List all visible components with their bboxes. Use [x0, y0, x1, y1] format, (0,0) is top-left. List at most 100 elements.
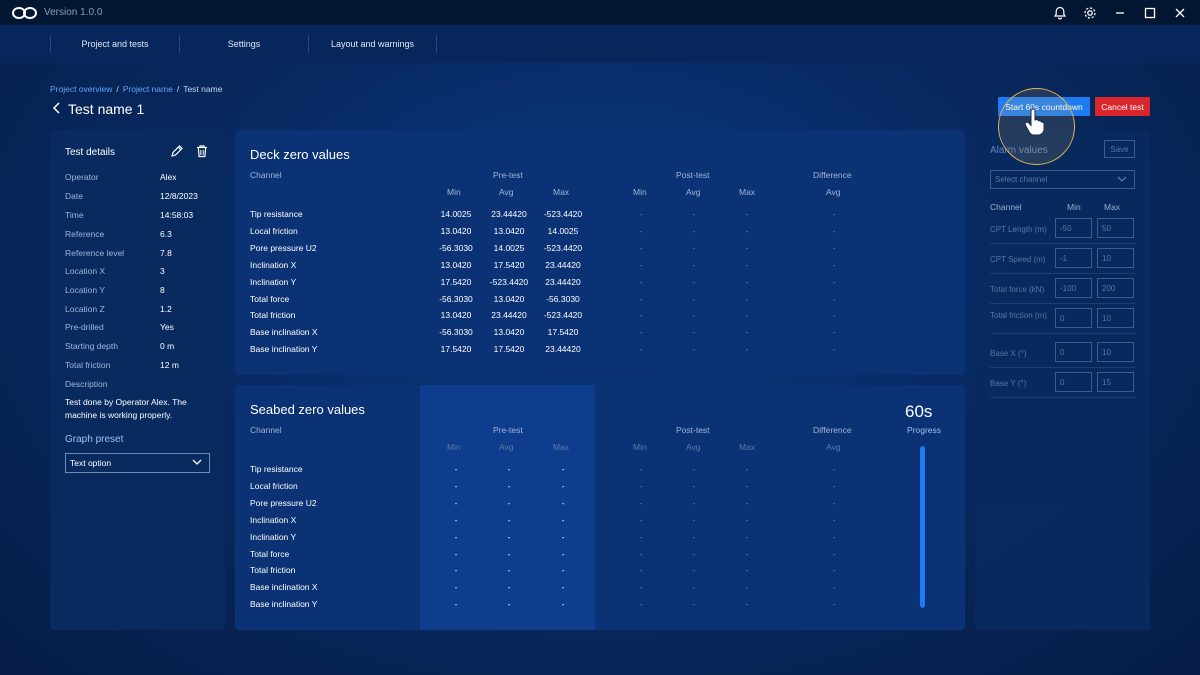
table-row-channel: Inclination X — [250, 514, 297, 525]
progress-bar — [920, 446, 925, 608]
alarm-row-divider — [990, 303, 1135, 304]
table-cell-empty: - — [561, 548, 565, 559]
table-cell-empty: - — [832, 497, 836, 508]
alarm-min-input[interactable]: 0 — [1055, 308, 1092, 328]
alarm-max-input[interactable]: 200 — [1097, 278, 1134, 298]
breadcrumb-project-name[interactable]: Project name — [122, 84, 173, 94]
col-min: Min — [633, 442, 647, 452]
table-row-channel: Total force — [250, 293, 290, 304]
table-cell-empty: - — [692, 464, 696, 474]
tab-layout-and-warnings[interactable]: Layout and warnings — [308, 35, 437, 53]
alarm-min-input[interactable]: -50 — [1055, 218, 1092, 238]
col-difference: Difference — [813, 425, 852, 435]
table-cell: 23.44420 — [545, 344, 581, 355]
table-cell-empty: - — [507, 548, 511, 559]
table-row-channel: Pore pressure U2 — [250, 497, 317, 508]
description-text: Test done by Operator Alex. The machine … — [65, 397, 187, 420]
table-cell-empty: - — [832, 464, 836, 474]
tab-project-and-tests[interactable]: Project and tests — [50, 35, 179, 53]
table-cell: 14.0025 — [440, 209, 472, 219]
table-cell-empty: - — [639, 310, 643, 321]
table-cell-empty: - — [692, 310, 696, 321]
breadcrumb-project-overview[interactable]: Project overview — [50, 84, 113, 94]
table-cell-empty: - — [745, 497, 749, 508]
minimize-icon[interactable] — [1112, 5, 1128, 21]
table-cell-empty: - — [454, 531, 458, 542]
table-cell-empty: - — [692, 242, 696, 253]
graph-preset-label: Graph preset — [65, 434, 124, 445]
table-cell-empty: - — [507, 531, 511, 542]
alarm-row-divider — [990, 397, 1135, 398]
detail-label: Date — [65, 191, 83, 201]
countdown-value: 60s — [905, 402, 933, 421]
select-channel-dropdown[interactable]: Select channel — [990, 170, 1135, 189]
alarm-row-label: Base Y (°) — [990, 379, 1027, 388]
alarm-min-input[interactable]: -1 — [1055, 248, 1092, 268]
save-button[interactable]: Save — [1104, 140, 1135, 158]
table-cell-empty: - — [507, 514, 511, 525]
table-cell: 13.0420 — [440, 259, 472, 270]
table-cell-empty: - — [507, 565, 511, 576]
table-cell-empty: - — [639, 514, 643, 525]
maximize-icon[interactable] — [1142, 5, 1158, 21]
alarm-max-input[interactable]: 50 — [1097, 218, 1134, 238]
back-chevron-icon[interactable] — [52, 101, 62, 117]
table-cell-empty: - — [692, 497, 696, 508]
table-cell: -56.3030 — [439, 327, 473, 338]
chevron-down-icon — [1116, 173, 1128, 188]
title-bar: Version 1.0.0 — [0, 0, 1200, 25]
alarm-min-input[interactable]: 0 — [1055, 342, 1092, 362]
table-cell: 13.0420 — [440, 310, 472, 321]
table-cell: 17.5420 — [493, 259, 525, 270]
alarm-values-panel: Alarm values Save Select channel Channel… — [975, 130, 1150, 630]
table-cell-empty: - — [639, 259, 643, 270]
alarm-max-input[interactable]: 15 — [1097, 372, 1134, 392]
gear-icon[interactable] — [1082, 5, 1098, 21]
alarm-row-divider — [990, 243, 1135, 244]
alarm-max-input[interactable]: 10 — [1097, 248, 1134, 268]
table-cell-empty: - — [692, 327, 696, 338]
table-cell-empty: - — [639, 565, 643, 576]
table-cell-empty: - — [832, 225, 836, 236]
tab-settings[interactable]: Settings — [179, 35, 308, 53]
edit-icon[interactable] — [170, 144, 184, 161]
trash-icon[interactable] — [195, 144, 209, 161]
col-min: Min — [447, 442, 461, 452]
deck-zero-values-panel: Deck zero values Channel Pre-test Post-t… — [235, 130, 965, 375]
table-row-channel: Pore pressure U2 — [250, 242, 317, 253]
table-cell-empty: - — [832, 310, 836, 321]
table-cell-empty: - — [692, 209, 696, 219]
alarm-row-divider — [990, 367, 1135, 368]
table-cell-empty: - — [692, 293, 696, 304]
alarm-max-input[interactable]: 10 — [1097, 308, 1134, 328]
col-channel: Channel — [250, 425, 282, 435]
table-cell-empty: - — [745, 565, 749, 576]
table-cell-empty: - — [832, 293, 836, 304]
table-cell-empty: - — [832, 276, 836, 287]
table-cell-empty: - — [454, 497, 458, 508]
close-icon[interactable] — [1172, 5, 1188, 21]
detail-label: Starting depth — [65, 341, 118, 351]
table-cell-empty: - — [692, 565, 696, 576]
deck-title: Deck zero values — [250, 147, 350, 162]
table-cell: -56.3030 — [439, 242, 473, 253]
graph-preset-select[interactable]: Text option — [65, 453, 210, 473]
detail-label: Total friction — [65, 360, 111, 370]
col-avg: Avg — [499, 187, 514, 197]
alarm-min-input[interactable]: -100 — [1055, 278, 1092, 298]
alarm-max-input[interactable]: 10 — [1097, 342, 1134, 362]
table-cell-empty: - — [639, 276, 643, 287]
table-cell-empty: - — [832, 548, 836, 559]
alarm-row-label: Total force (kN) — [990, 285, 1045, 294]
cancel-test-button[interactable]: Cancel test — [1095, 97, 1150, 116]
bell-icon[interactable] — [1052, 5, 1068, 21]
detail-label: Location X — [65, 266, 106, 276]
alarm-min-input[interactable]: 0 — [1055, 372, 1092, 392]
table-cell-empty: - — [561, 514, 565, 525]
chevron-down-icon — [191, 456, 203, 471]
detail-value: Yes — [160, 322, 174, 332]
table-cell-empty: - — [832, 259, 836, 270]
detail-label: Location Z — [65, 304, 105, 314]
table-cell: 13.0420 — [493, 225, 525, 236]
alarm-row-label: CPT Speed (m) — [990, 255, 1046, 264]
